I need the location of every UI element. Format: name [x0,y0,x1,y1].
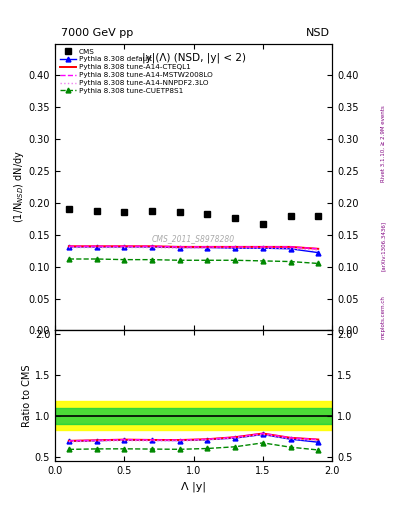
CMS [288,213,293,219]
Pythia 8.308 tune-A14-NNPDF2.3LO [316,247,321,253]
Pythia 8.308 tune-CUETP8S1 [261,258,265,264]
Line: Pythia 8.308 default: Pythia 8.308 default [66,244,321,255]
CMS [316,212,321,219]
Pythia 8.308 tune-A14-NNPDF2.3LO [177,245,182,251]
Pythia 8.308 tune-A14-NNPDF2.3LO [261,245,265,251]
CMS [205,210,210,217]
Pythia 8.308 tune-CUETP8S1 [66,256,71,262]
Pythia 8.308 tune-A14-CTEQL1 [94,243,99,249]
Pythia 8.308 tune-CUETP8S1 [288,259,293,265]
Text: Rivet 3.1.10, ≥ 2.9M events: Rivet 3.1.10, ≥ 2.9M events [381,105,386,182]
Pythia 8.308 tune-A14-NNPDF2.3LO [233,245,237,251]
Text: mcplots.cern.ch: mcplots.cern.ch [381,295,386,339]
CMS [261,221,265,227]
Pythia 8.308 tune-A14-MSTW2008LO [66,243,71,249]
Line: Pythia 8.308 tune-A14-MSTW2008LO: Pythia 8.308 tune-A14-MSTW2008LO [69,246,318,249]
X-axis label: Λ |y|: Λ |y| [181,481,206,492]
Pythia 8.308 tune-A14-NNPDF2.3LO [94,244,99,250]
Text: [arXiv:1306.3436]: [arXiv:1306.3436] [381,221,386,271]
Text: 7000 GeV pp: 7000 GeV pp [61,28,133,38]
Pythia 8.308 default [150,244,154,250]
Pythia 8.308 tune-CUETP8S1 [150,257,154,263]
Pythia 8.308 tune-A14-CTEQL1 [150,243,154,249]
Pythia 8.308 tune-A14-CTEQL1 [316,246,321,252]
Text: NSD: NSD [306,28,330,38]
Pythia 8.308 default [288,246,293,252]
Pythia 8.308 tune-CUETP8S1 [94,256,99,262]
Pythia 8.308 tune-A14-NNPDF2.3LO [150,244,154,250]
Pythia 8.308 tune-A14-CTEQL1 [233,244,237,250]
CMS [233,215,237,221]
Pythia 8.308 tune-A14-NNPDF2.3LO [66,244,71,250]
Text: CMS_2011_S8978280: CMS_2011_S8978280 [152,234,235,243]
Line: CMS: CMS [65,206,322,227]
Pythia 8.308 default [94,244,99,250]
Pythia 8.308 tune-A14-MSTW2008LO [288,244,293,250]
Pythia 8.308 default [233,245,237,251]
Pythia 8.308 default [66,244,71,250]
Pythia 8.308 tune-A14-NNPDF2.3LO [288,246,293,252]
Pythia 8.308 tune-A14-MSTW2008LO [316,246,321,252]
Pythia 8.308 default [316,249,321,255]
Pythia 8.308 tune-A14-MSTW2008LO [177,244,182,250]
Legend: CMS, Pythia 8.308 default, Pythia 8.308 tune-A14-CTEQL1, Pythia 8.308 tune-A14-M: CMS, Pythia 8.308 default, Pythia 8.308 … [57,46,215,97]
Line: Pythia 8.308 tune-A14-NNPDF2.3LO: Pythia 8.308 tune-A14-NNPDF2.3LO [69,247,318,250]
Pythia 8.308 tune-A14-MSTW2008LO [150,243,154,249]
CMS [150,208,154,214]
Pythia 8.308 tune-A14-CTEQL1 [261,244,265,250]
Pythia 8.308 tune-A14-MSTW2008LO [122,243,127,249]
Pythia 8.308 tune-A14-CTEQL1 [66,243,71,249]
Line: Pythia 8.308 tune-A14-CTEQL1: Pythia 8.308 tune-A14-CTEQL1 [69,246,318,249]
Pythia 8.308 tune-A14-CTEQL1 [205,244,210,250]
Pythia 8.308 tune-CUETP8S1 [177,257,182,263]
Pythia 8.308 tune-A14-MSTW2008LO [205,244,210,250]
Bar [55,401,332,430]
Pythia 8.308 tune-A14-MSTW2008LO [261,244,265,250]
CMS [94,207,99,214]
Pythia 8.308 default [177,244,182,250]
Pythia 8.308 tune-CUETP8S1 [316,261,321,267]
Pythia 8.308 tune-CUETP8S1 [122,257,127,263]
Pythia 8.308 tune-CUETP8S1 [233,257,237,263]
Y-axis label: Ratio to CMS: Ratio to CMS [22,365,32,427]
Pythia 8.308 tune-A14-CTEQL1 [122,243,127,249]
Bar [55,408,332,424]
CMS [66,206,71,212]
Pythia 8.308 tune-A14-NNPDF2.3LO [122,244,127,250]
Y-axis label: (1/N$_{NSD}$) dN/dy: (1/N$_{NSD}$) dN/dy [12,151,26,223]
Pythia 8.308 tune-A14-CTEQL1 [288,244,293,250]
CMS [177,209,182,215]
Text: |y|(Λ) (NSD, |y| < 2): |y|(Λ) (NSD, |y| < 2) [141,52,246,62]
Pythia 8.308 tune-A14-NNPDF2.3LO [205,245,210,251]
Pythia 8.308 default [122,244,127,250]
Pythia 8.308 tune-A14-CTEQL1 [177,244,182,250]
Pythia 8.308 default [205,244,210,250]
Pythia 8.308 tune-CUETP8S1 [205,257,210,263]
Pythia 8.308 tune-A14-MSTW2008LO [233,244,237,250]
CMS [122,209,127,215]
Pythia 8.308 tune-A14-MSTW2008LO [94,243,99,249]
Pythia 8.308 default [261,245,265,251]
Line: Pythia 8.308 tune-CUETP8S1: Pythia 8.308 tune-CUETP8S1 [66,257,321,266]
